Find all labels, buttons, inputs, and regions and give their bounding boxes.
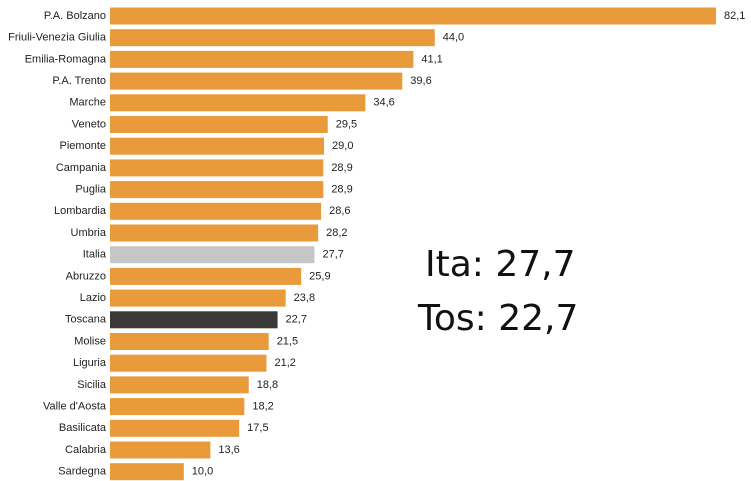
value-label: 13,6 xyxy=(218,444,239,456)
category-label: Lazio xyxy=(80,292,106,304)
category-label: Campania xyxy=(56,162,107,174)
category-label: Basilicata xyxy=(59,422,107,434)
bar xyxy=(110,50,414,68)
bar xyxy=(110,94,366,112)
category-label: Sicilia xyxy=(77,379,107,391)
category-label: Umbria xyxy=(71,227,107,239)
value-label: 29,5 xyxy=(336,118,357,130)
value-label: 28,6 xyxy=(329,205,350,217)
bar xyxy=(110,289,286,307)
bar xyxy=(110,333,269,350)
value-label: 18,2 xyxy=(252,401,273,413)
value-label: 34,6 xyxy=(373,97,394,109)
category-label: Italia xyxy=(83,249,107,261)
value-label: 39,6 xyxy=(410,75,431,87)
bar xyxy=(110,441,211,459)
value-label: 21,2 xyxy=(274,357,295,369)
category-label: Valle d'Aosta xyxy=(43,401,107,413)
bar xyxy=(110,463,184,481)
value-label: 28,9 xyxy=(331,184,352,196)
category-label: Lombardia xyxy=(54,205,107,217)
category-label: Calabria xyxy=(65,444,107,456)
bar xyxy=(110,72,403,90)
value-label: 25,9 xyxy=(309,270,330,282)
bar xyxy=(110,376,249,394)
value-label: 29,0 xyxy=(332,140,353,152)
category-label: P.A. Trento xyxy=(52,75,106,87)
value-label: 22,7 xyxy=(286,314,307,326)
category-label: Veneto xyxy=(72,118,106,130)
value-label: 18,8 xyxy=(257,379,278,391)
value-label: 28,9 xyxy=(331,162,352,174)
bar xyxy=(110,398,245,416)
bar xyxy=(110,354,267,372)
category-label: Emilia-Romagna xyxy=(25,53,107,65)
bar xyxy=(110,311,278,329)
annotation: Tos: 22,7 xyxy=(417,298,578,339)
value-label: 44,0 xyxy=(443,32,464,44)
bar xyxy=(110,202,322,220)
category-label: Toscana xyxy=(65,314,107,326)
value-label: 23,8 xyxy=(294,292,315,304)
bar xyxy=(110,29,435,47)
category-label: Liguria xyxy=(73,357,107,369)
value-label: 28,2 xyxy=(326,227,347,239)
bar xyxy=(110,116,328,133)
category-label: Abruzzo xyxy=(66,270,106,282)
bar xyxy=(110,267,302,285)
value-label: 41,1 xyxy=(421,53,442,65)
bar xyxy=(110,224,319,242)
category-label: Puglia xyxy=(75,184,106,196)
bar xyxy=(110,7,716,25)
value-label: 82,1 xyxy=(724,10,745,22)
value-label: 27,7 xyxy=(322,249,343,261)
bar xyxy=(110,137,325,155)
category-label: Marche xyxy=(69,97,106,109)
bar xyxy=(110,181,324,199)
bar xyxy=(110,419,240,437)
bar xyxy=(110,246,315,264)
category-label: Sardegna xyxy=(58,466,107,478)
category-label: P.A. Bolzano xyxy=(44,10,106,22)
value-label: 10,0 xyxy=(192,466,213,478)
value-label: 17,5 xyxy=(247,422,268,434)
annotation: Ita: 27,7 xyxy=(425,244,576,285)
value-label: 21,5 xyxy=(277,335,298,347)
category-label: Piemonte xyxy=(60,140,106,152)
category-label: Friuli-Venezia Giulia xyxy=(8,32,107,44)
bar xyxy=(110,159,324,177)
category-label: Molise xyxy=(74,335,106,347)
